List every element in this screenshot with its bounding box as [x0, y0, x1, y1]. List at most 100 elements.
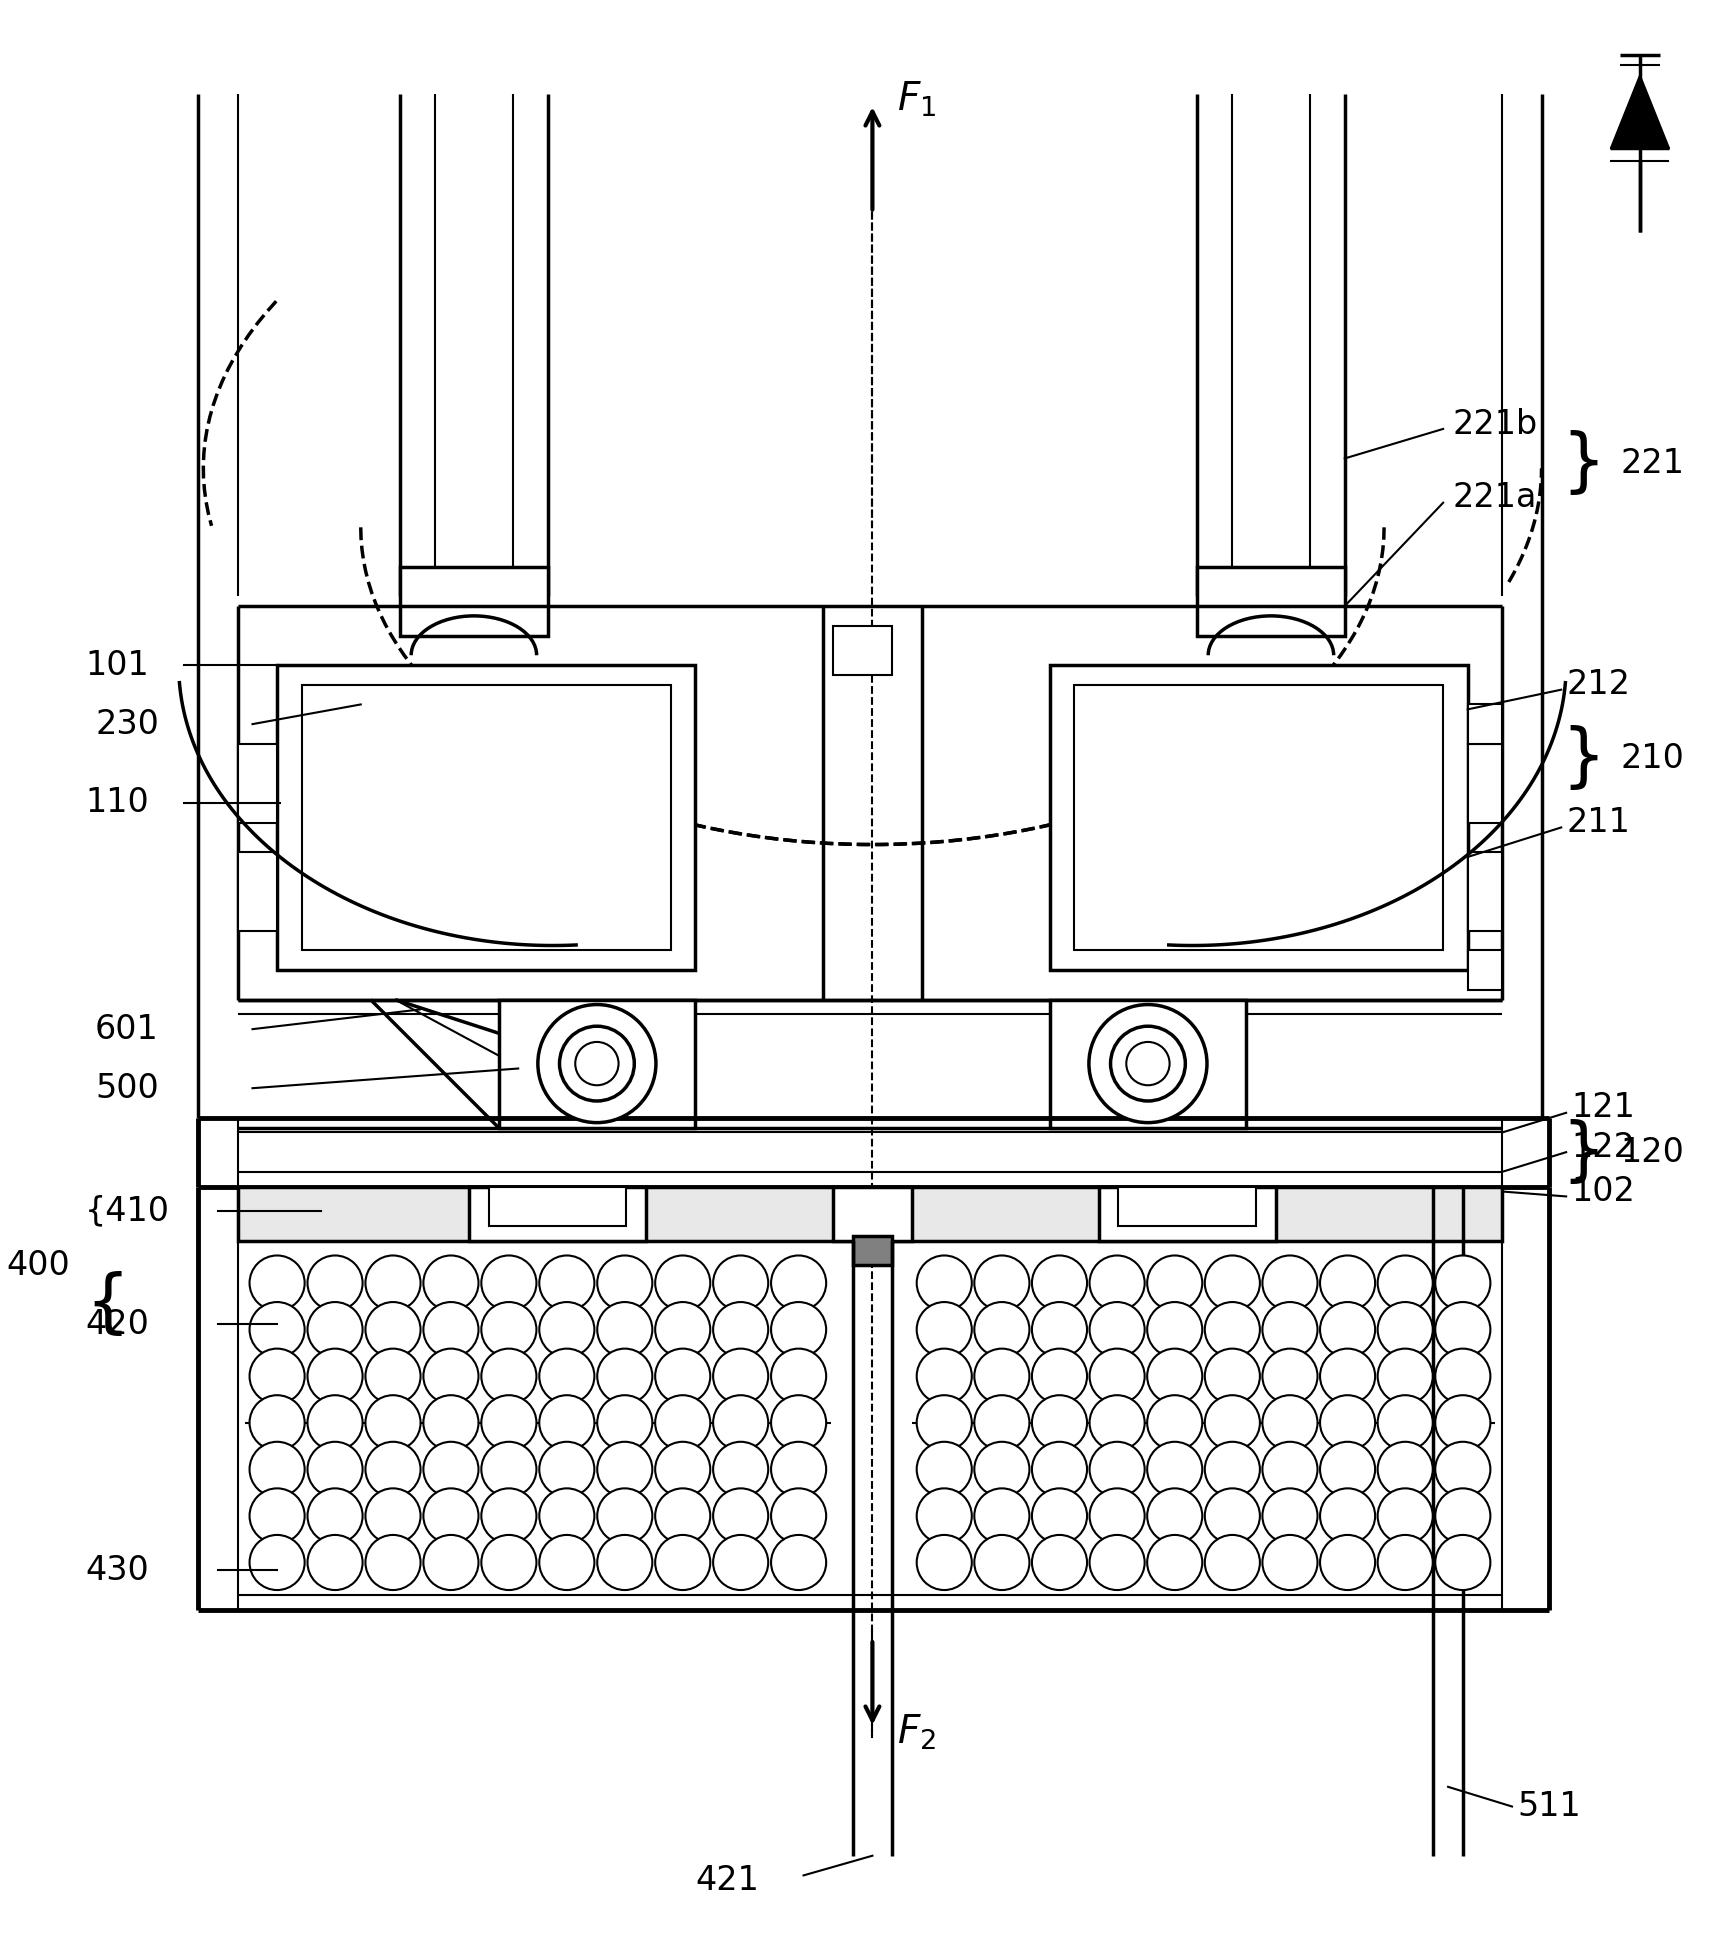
Circle shape — [1320, 1488, 1375, 1542]
Circle shape — [1435, 1302, 1490, 1357]
Text: 430: 430 — [84, 1554, 148, 1587]
Circle shape — [250, 1396, 305, 1451]
Circle shape — [481, 1535, 536, 1589]
Circle shape — [655, 1349, 710, 1404]
Circle shape — [1378, 1349, 1434, 1404]
Bar — [238, 743, 277, 823]
Circle shape — [973, 1535, 1029, 1589]
Circle shape — [1032, 1255, 1087, 1310]
Bar — [1049, 665, 1468, 970]
Circle shape — [1435, 1488, 1490, 1542]
Text: {: { — [84, 1271, 129, 1337]
Circle shape — [917, 1349, 972, 1404]
Circle shape — [307, 1441, 362, 1498]
Bar — [302, 684, 670, 950]
Circle shape — [424, 1255, 479, 1310]
Bar — [400, 567, 548, 635]
Circle shape — [1378, 1255, 1434, 1310]
Circle shape — [655, 1488, 710, 1542]
Circle shape — [1320, 1349, 1375, 1404]
Circle shape — [1435, 1396, 1490, 1451]
Bar — [1099, 1187, 1275, 1241]
Circle shape — [1263, 1488, 1318, 1542]
Text: }: } — [1561, 1118, 1606, 1185]
Circle shape — [307, 1488, 362, 1542]
Circle shape — [1263, 1535, 1318, 1589]
Circle shape — [772, 1441, 825, 1498]
Circle shape — [539, 1441, 594, 1498]
Circle shape — [481, 1302, 536, 1357]
Bar — [277, 665, 696, 970]
Text: 601: 601 — [95, 1013, 159, 1046]
Bar — [498, 999, 696, 1128]
Circle shape — [250, 1255, 305, 1310]
Circle shape — [1320, 1535, 1375, 1589]
Bar — [1468, 852, 1502, 931]
Circle shape — [598, 1396, 653, 1451]
Text: $\mathit{F}_2$: $\mathit{F}_2$ — [898, 1713, 936, 1752]
Text: {410: {410 — [84, 1195, 171, 1228]
Bar — [238, 852, 277, 931]
Circle shape — [365, 1255, 420, 1310]
Bar — [238, 1187, 1502, 1241]
Circle shape — [713, 1302, 768, 1357]
Circle shape — [1263, 1441, 1318, 1498]
Circle shape — [307, 1396, 362, 1451]
Circle shape — [1378, 1302, 1434, 1357]
Circle shape — [713, 1488, 768, 1542]
Circle shape — [713, 1535, 768, 1589]
Circle shape — [365, 1396, 420, 1451]
Circle shape — [1204, 1349, 1260, 1404]
Circle shape — [1435, 1255, 1490, 1310]
Bar — [853, 1236, 893, 1265]
Circle shape — [598, 1488, 653, 1542]
Circle shape — [1378, 1488, 1434, 1542]
Circle shape — [250, 1302, 305, 1357]
Circle shape — [1089, 1349, 1144, 1404]
Circle shape — [539, 1396, 594, 1451]
Circle shape — [538, 1005, 656, 1122]
Text: 122: 122 — [1571, 1130, 1635, 1163]
Circle shape — [481, 1441, 536, 1498]
Circle shape — [772, 1255, 825, 1310]
Circle shape — [1032, 1441, 1087, 1498]
Circle shape — [539, 1255, 594, 1310]
Circle shape — [1263, 1255, 1318, 1310]
Text: 210: 210 — [1620, 743, 1683, 774]
Bar — [489, 1187, 627, 1226]
Circle shape — [917, 1535, 972, 1589]
Circle shape — [1089, 1535, 1144, 1589]
Circle shape — [1089, 1441, 1144, 1498]
Circle shape — [917, 1302, 972, 1357]
Circle shape — [1148, 1396, 1203, 1451]
Text: 511: 511 — [1516, 1791, 1580, 1822]
Circle shape — [973, 1349, 1029, 1404]
Text: 221a: 221a — [1452, 481, 1537, 514]
Circle shape — [1320, 1396, 1375, 1451]
Circle shape — [713, 1255, 768, 1310]
Circle shape — [307, 1349, 362, 1404]
Circle shape — [250, 1535, 305, 1589]
Circle shape — [1320, 1255, 1375, 1310]
Bar — [1049, 999, 1246, 1128]
Circle shape — [481, 1255, 536, 1310]
Bar — [1468, 950, 1502, 989]
Circle shape — [917, 1441, 972, 1498]
Circle shape — [655, 1255, 710, 1310]
Circle shape — [250, 1488, 305, 1542]
Circle shape — [1089, 1488, 1144, 1542]
Circle shape — [772, 1396, 825, 1451]
Circle shape — [481, 1349, 536, 1404]
Circle shape — [424, 1488, 479, 1542]
Circle shape — [1127, 1042, 1170, 1085]
Circle shape — [424, 1349, 479, 1404]
Circle shape — [772, 1488, 825, 1542]
Circle shape — [598, 1535, 653, 1589]
Circle shape — [365, 1488, 420, 1542]
Circle shape — [1320, 1302, 1375, 1357]
Circle shape — [307, 1255, 362, 1310]
Circle shape — [655, 1302, 710, 1357]
Circle shape — [365, 1441, 420, 1498]
Circle shape — [598, 1302, 653, 1357]
Circle shape — [539, 1535, 594, 1589]
